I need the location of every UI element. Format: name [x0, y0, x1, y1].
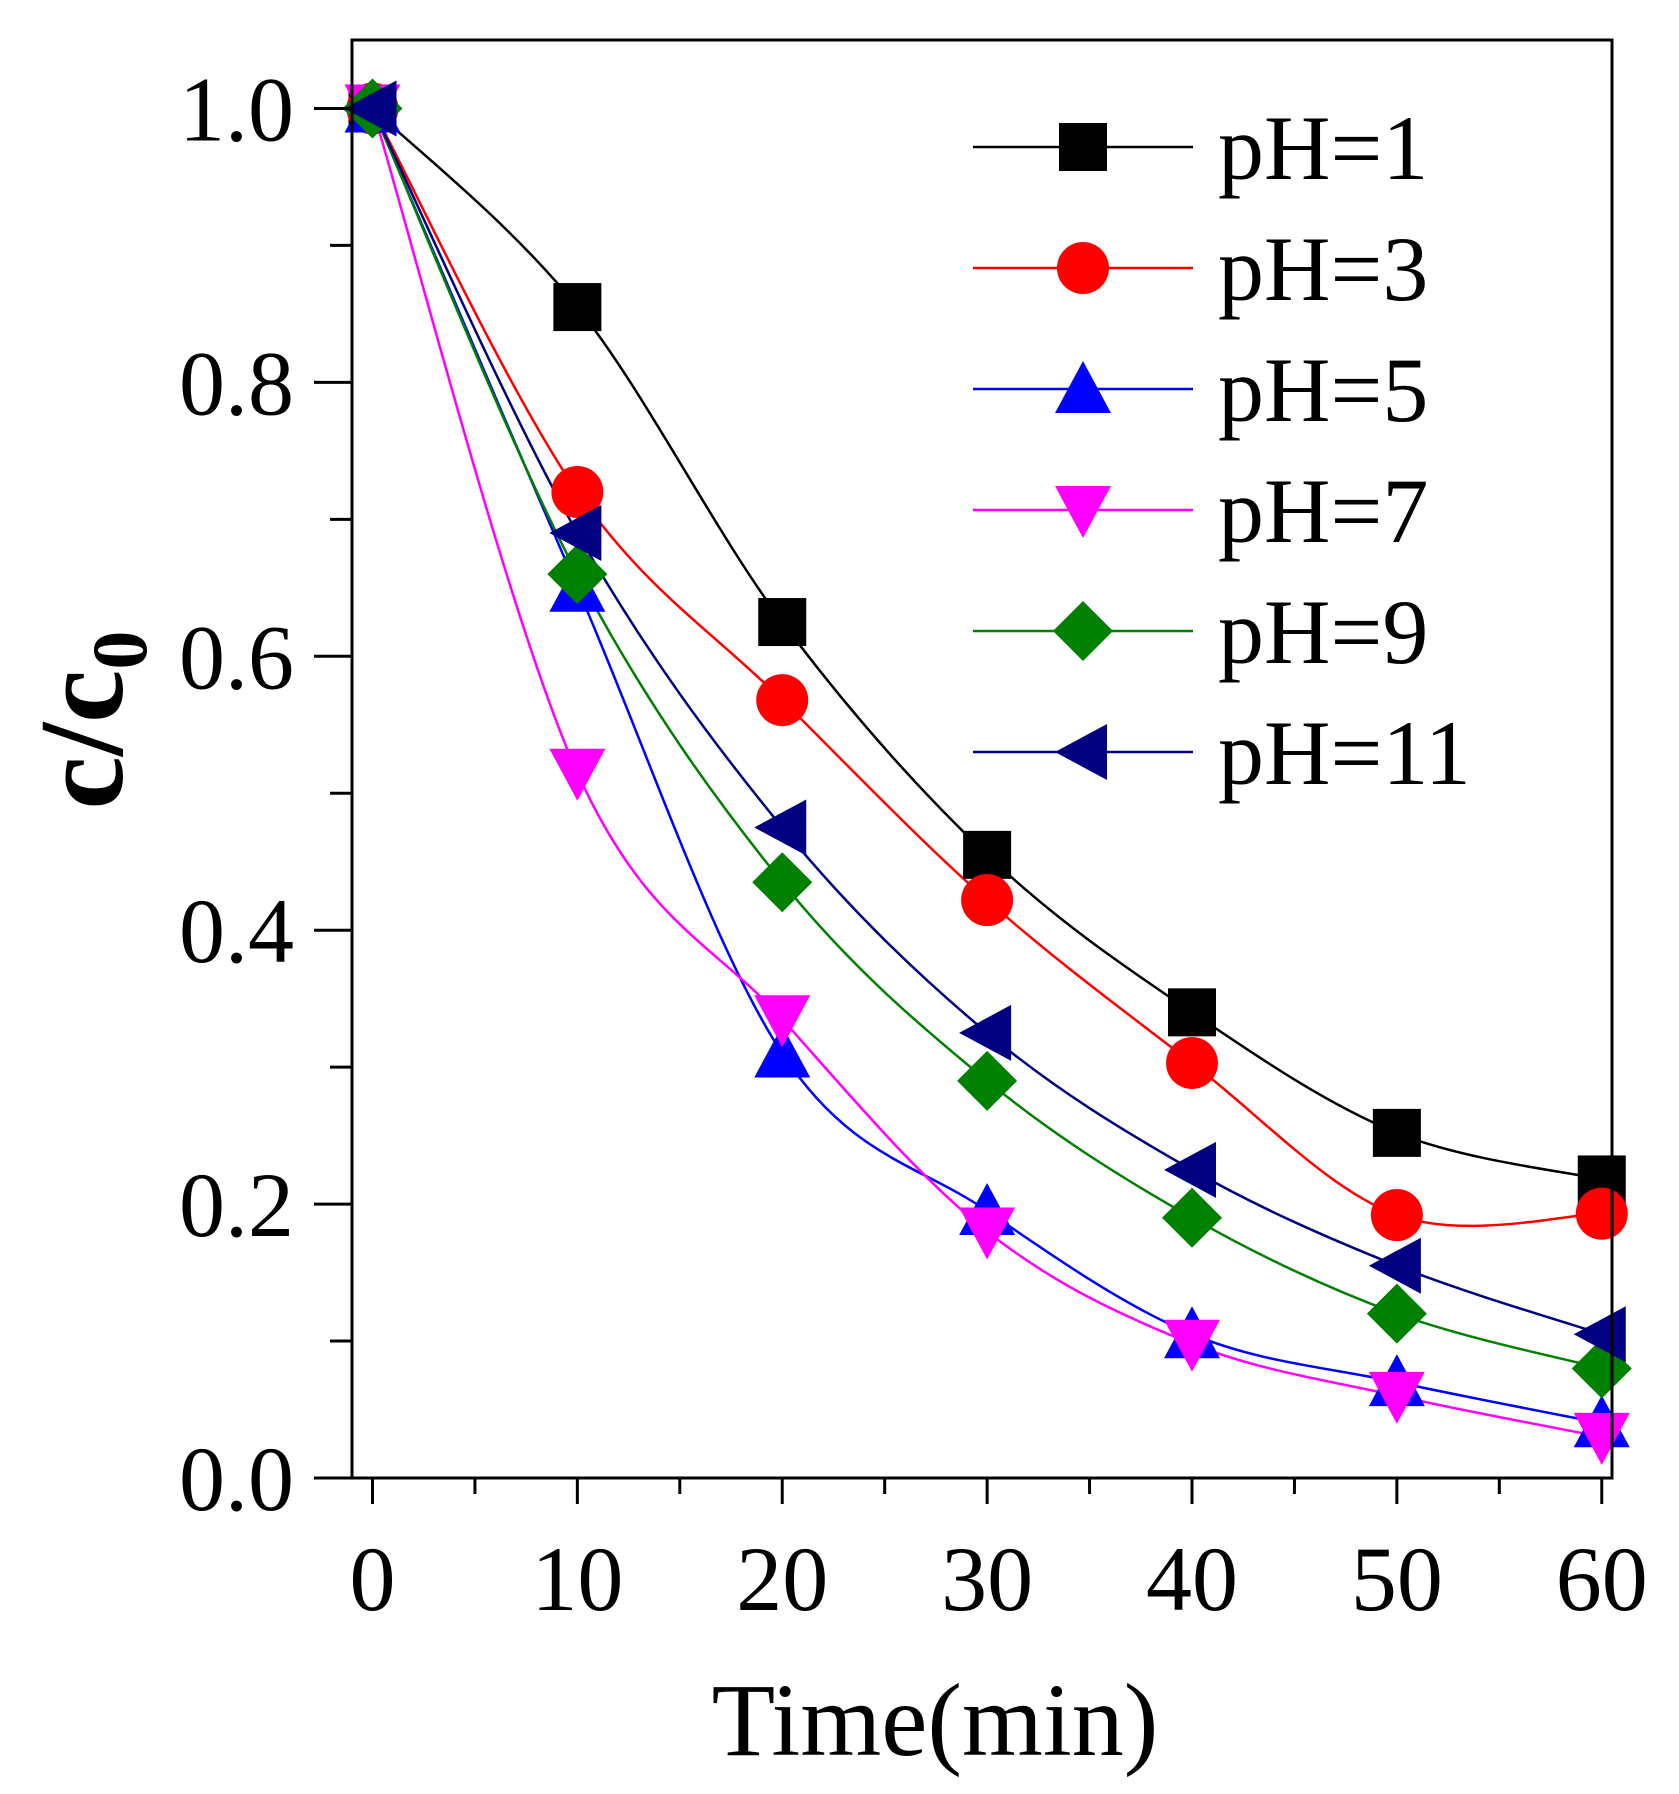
data-point — [1372, 1108, 1421, 1157]
x-tick-label: 0 — [349, 1528, 395, 1630]
legend-label: pH=5 — [1218, 339, 1428, 441]
series-line — [371, 107, 1603, 1336]
data-point — [344, 80, 397, 137]
y-axis-title-subscript: 0 — [76, 631, 163, 670]
x-tick-label: 10 — [531, 1528, 623, 1630]
series-line — [371, 108, 1603, 1439]
y-tick-label: 0.8 — [179, 332, 294, 434]
y-tick-label: 1.0 — [179, 58, 294, 160]
data-point — [758, 598, 807, 647]
y-tick-label: 0.4 — [179, 880, 294, 982]
plot-frame — [350, 38, 1614, 1480]
legend-marker — [1057, 242, 1109, 294]
data-point — [754, 1025, 811, 1078]
data-point — [1164, 1141, 1216, 1198]
series-line — [371, 107, 1603, 1425]
data-point — [754, 799, 807, 856]
legend-marker — [1053, 601, 1113, 661]
data-point — [549, 505, 602, 562]
legend-marker — [1055, 486, 1111, 538]
x-tick-label: 40 — [1146, 1528, 1238, 1630]
legend-label: pH=1 — [1218, 97, 1428, 199]
axis-ticks: 0 10 20 30 40 50 60 0.0 0.2 0.4 0.6 0.8 1.0 — [179, 58, 1648, 1630]
series-line — [371, 107, 1603, 1370]
data-point — [754, 995, 811, 1048]
data-point — [752, 852, 813, 913]
legend-label: pH=11 — [1218, 702, 1471, 804]
data-point — [756, 674, 809, 727]
y-tick-label: 0.2 — [179, 1154, 294, 1256]
y-axis-title-main: c/c — [15, 670, 148, 810]
y-tick-label: 0.6 — [179, 606, 294, 708]
data-point — [959, 1004, 1012, 1061]
legend-label: pH=7 — [1218, 460, 1428, 562]
x-axis-title: Time(min) — [712, 1663, 1159, 1778]
legend-marker — [1055, 361, 1111, 413]
data-point — [1575, 1187, 1628, 1240]
x-tick-label: 50 — [1351, 1528, 1443, 1630]
data-point — [549, 748, 606, 801]
y-axis-title: c/c0 — [15, 631, 163, 810]
legend: pH=1 pH=3 pH=5 pH=7 pH=9 pH=11 — [973, 97, 1471, 804]
data-point — [547, 544, 608, 605]
data-point — [959, 1207, 1016, 1260]
data-point — [1368, 1237, 1421, 1294]
legend-label: pH=9 — [1218, 581, 1428, 683]
data-point — [1366, 1283, 1427, 1344]
x-tick-label: 30 — [941, 1528, 1033, 1630]
data-point — [1162, 1187, 1222, 1248]
data-point — [1370, 1189, 1423, 1242]
data-point — [963, 830, 1012, 879]
data-point — [1166, 1037, 1218, 1090]
data-point — [551, 465, 604, 518]
legend-marker — [1055, 724, 1107, 780]
data-point — [1168, 988, 1216, 1037]
data-point — [1573, 1412, 1630, 1465]
y-tick-label: 0.0 — [179, 1428, 294, 1530]
data-point — [1368, 1371, 1425, 1424]
x-tick-label: 60 — [1556, 1528, 1648, 1630]
legend-marker — [1059, 123, 1107, 171]
data-point — [957, 1050, 1018, 1111]
legend-label: pH=3 — [1218, 218, 1428, 320]
data-point — [553, 283, 602, 332]
data-point — [961, 874, 1014, 927]
x-tick-label: 20 — [736, 1528, 828, 1630]
data-point — [1164, 1319, 1220, 1372]
series-markers — [342, 78, 1632, 1465]
